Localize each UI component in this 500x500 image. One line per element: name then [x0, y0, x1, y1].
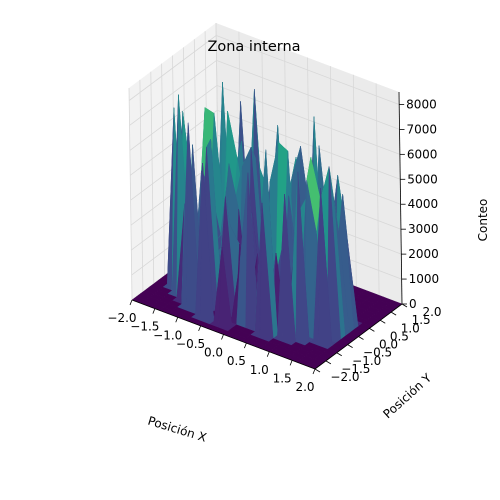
z-axis-label: Conteo	[476, 199, 490, 242]
y-tick	[390, 311, 397, 316]
x-tick	[221, 334, 224, 340]
z-axis-line	[398, 91, 403, 305]
y-tick	[336, 352, 342, 357]
x-tick	[266, 351, 270, 357]
y-tick-label: −1.0	[352, 354, 381, 368]
y-tick-label: 0.0	[379, 338, 398, 352]
x-tick	[129, 299, 133, 306]
y-tick-label: 1.5	[412, 313, 431, 327]
z-tick-label: 2000	[408, 247, 439, 261]
y-tick	[325, 360, 332, 365]
grid-line-z	[129, 59, 400, 130]
z-tick-label: 6000	[407, 147, 438, 161]
x-tick-label: −1.0	[153, 328, 182, 342]
x-tick-label: 0.5	[227, 354, 246, 368]
y-tick	[369, 328, 375, 332]
chart-title: Zona interna	[207, 39, 300, 55]
z-tick-label: 3000	[408, 222, 439, 236]
y-tick-label: 0.5	[390, 329, 409, 343]
x-tick	[198, 325, 201, 332]
grid-line-z	[130, 134, 401, 205]
z-tick-label: 1000	[409, 272, 440, 286]
y-axis-label: Posición Y	[380, 370, 434, 421]
y-tick-label: 1.0	[401, 321, 420, 335]
y-tick	[380, 319, 386, 324]
x-tick-label: 1.0	[250, 363, 269, 377]
x-tick-label: 0.0	[204, 346, 223, 360]
y-tick-label: −1.5	[341, 362, 370, 376]
z-tick-label: 5000	[407, 172, 438, 186]
z-tick-label: 0	[409, 297, 417, 311]
x-tick-label: 1.5	[273, 371, 292, 385]
y-tick-label: −2.0	[330, 370, 359, 384]
y-tick	[314, 368, 321, 373]
grid-line-z	[129, 109, 401, 180]
z-tick-label: 8000	[406, 97, 437, 111]
y-tick	[347, 344, 353, 348]
y-tick-label: −0.5	[363, 346, 392, 360]
x-tick	[312, 368, 316, 375]
grid-line-z	[129, 84, 401, 155]
x-tick-label: −2.0	[107, 311, 136, 325]
z-tick-label: 7000	[407, 122, 438, 136]
x-tick-label: −0.5	[176, 337, 205, 351]
y-tick-label: 2.0	[422, 305, 441, 319]
x-tick	[175, 317, 179, 323]
y-tick	[401, 303, 408, 308]
grid-line-z	[128, 35, 400, 105]
axes: −2.0−1.5−1.0−0.50.00.51.01.52.0−2.0−1.5−…	[107, 91, 442, 394]
z-tick-label: 4000	[408, 197, 439, 211]
x-tick	[244, 342, 247, 349]
x-tick	[289, 360, 293, 366]
x-axis-label: Posición X	[146, 414, 208, 445]
x-tick-label: −1.5	[130, 320, 159, 334]
x-tick-label: 2.0	[295, 380, 314, 394]
surface	[131, 81, 403, 370]
x-tick	[152, 308, 156, 314]
y-tick	[358, 336, 364, 340]
